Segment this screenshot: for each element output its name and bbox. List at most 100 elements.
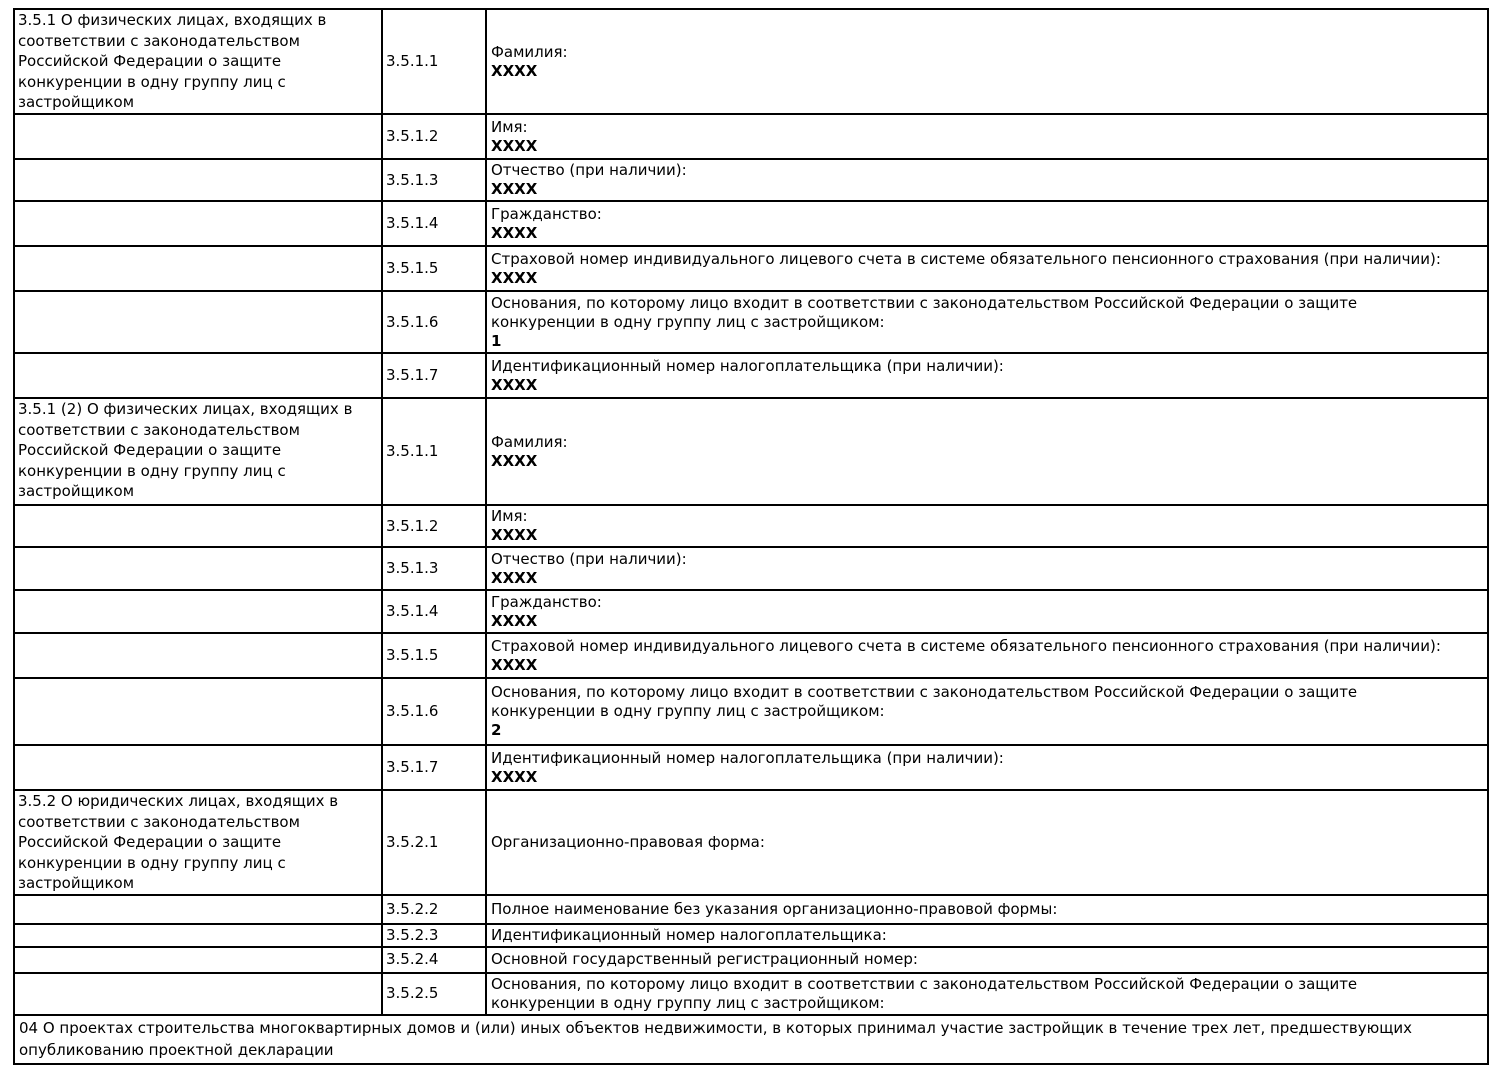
left-empty-cell <box>13 504 383 548</box>
field-value: XXXX <box>491 180 538 198</box>
field-value: XXXX <box>491 61 538 80</box>
field-cell: Страховой номер индивидуального лицевого… <box>485 632 1489 679</box>
field-cell: Основания, по которому лицо входит в соо… <box>485 677 1489 746</box>
row-number-cell: 3.5.1.4 <box>381 200 487 247</box>
row-number-cell: 3.5.1.3 <box>381 546 487 591</box>
field-label: Страховой номер индивидуального лицевого… <box>491 636 1441 655</box>
left-empty-cell <box>13 113 383 160</box>
field-label: Фамилия: <box>491 42 568 61</box>
section-header-cell: 3.5.2 О юридических лицах, входящих в со… <box>13 789 383 896</box>
field-cell: Имя: XXXX <box>485 113 1489 160</box>
field-cell: Имя: XXXX <box>485 504 1489 548</box>
field-label: Организационно-правовая форма: <box>491 832 765 851</box>
table-row: 3.5.2.4 Основной государственный регистр… <box>13 945 1489 974</box>
field-cell: Страховой номер индивидуального лицевого… <box>485 245 1489 292</box>
field-value: XXXX <box>491 568 538 587</box>
field-value: XXXX <box>491 611 538 630</box>
field-value: XXXX <box>491 451 538 470</box>
left-empty-cell <box>13 589 383 634</box>
field-value: XXXX <box>491 136 538 155</box>
row-number-cell: 3.5.2.1 <box>381 789 487 896</box>
row-number-cell: 3.5.1.4 <box>381 589 487 634</box>
table-row: 3.5.1 (2) О физических лицах, входящих в… <box>13 397 1489 506</box>
field-cell: Идентификационный номер налогоплательщик… <box>485 744 1489 791</box>
field-label: Фамилия: <box>491 432 568 451</box>
field-label: Имя: <box>491 117 528 136</box>
field-value: XXXX <box>491 526 538 544</box>
row-number-cell: 3.5.1.7 <box>381 352 487 399</box>
left-empty-cell <box>13 158 383 202</box>
field-label: Основания, по которому лицо входит в соо… <box>491 974 1358 1012</box>
table-row: 3.5.1.4 Гражданство: XXXX <box>13 589 1489 634</box>
field-cell: Организационно-правовая форма: <box>485 789 1489 896</box>
left-empty-cell <box>13 971 383 1016</box>
table-row: 3.5.2.3 Идентификационный номер налогопл… <box>13 922 1489 948</box>
table-row: 3.5.2.5 Основания, по которому лицо вход… <box>13 971 1489 1016</box>
left-empty-cell <box>13 352 383 399</box>
table-row: 3.5.2.2 Полное наименование без указания… <box>13 893 1489 925</box>
field-label: Отчество (при наличии): <box>491 161 687 179</box>
section-header-cell: 3.5.1 (2) О физических лицах, входящих в… <box>13 397 383 506</box>
field-cell: Фамилия: XXXX <box>485 8 1489 115</box>
field-label: Полное наименование без указания организ… <box>491 899 1058 918</box>
field-value: 2 <box>491 721 502 739</box>
left-empty-cell <box>13 744 383 791</box>
table-row: 3.5.1.5 Страховой номер индивидуального … <box>13 245 1489 292</box>
left-empty-cell <box>13 200 383 247</box>
table-row: 3.5.1.3 Отчество (при наличии): XXXX <box>13 158 1489 202</box>
field-cell: Отчество (при наличии): XXXX <box>485 546 1489 591</box>
field-label: Страховой номер индивидуального лицевого… <box>491 249 1441 268</box>
field-cell: Идентификационный номер налогоплательщик… <box>485 922 1489 948</box>
row-number-cell: 3.5.1.1 <box>381 397 487 506</box>
left-empty-cell <box>13 290 383 354</box>
field-value: XXXX <box>491 375 538 394</box>
field-label: Гражданство: <box>491 592 602 611</box>
field-label: Идентификационный номер налогоплательщик… <box>491 748 1004 767</box>
table-row: 3.5.1.5 Страховой номер индивидуального … <box>13 632 1489 679</box>
row-number-cell: 3.5.1.7 <box>381 744 487 791</box>
section-04-title: 04 О проектах строительства многоквартир… <box>13 1013 1489 1065</box>
field-value: XXXX <box>491 223 538 242</box>
field-cell: Основания, по которому лицо входит в соо… <box>485 290 1489 354</box>
field-label: Гражданство: <box>491 204 602 223</box>
field-value: XXXX <box>491 767 538 786</box>
field-cell: Основной государственный регистрационный… <box>485 945 1489 974</box>
field-cell: Основания, по которому лицо входит в соо… <box>485 971 1489 1016</box>
table-row: 3.5.1 О физических лицах, входящих в соо… <box>13 8 1489 115</box>
row-number-cell: 3.5.1.3 <box>381 158 487 202</box>
table-row: 3.5.1.2 Имя: XXXX <box>13 504 1489 548</box>
left-empty-cell <box>13 893 383 925</box>
left-empty-cell <box>13 632 383 679</box>
field-value: 1 <box>491 331 502 350</box>
left-empty-cell <box>13 945 383 974</box>
table-row: 3.5.1.6 Основания, по которому лицо вход… <box>13 290 1489 354</box>
field-cell: Гражданство: XXXX <box>485 200 1489 247</box>
left-empty-cell <box>13 245 383 292</box>
row-number-cell: 3.5.2.2 <box>381 893 487 925</box>
field-label: Идентификационный номер налогоплательщик… <box>491 356 1004 375</box>
row-number-cell: 3.5.2.5 <box>381 971 487 1016</box>
left-empty-cell <box>13 677 383 746</box>
declaration-table: 3.5.1 О физических лицах, входящих в соо… <box>13 8 1489 1065</box>
table-row: 04 О проектах строительства многоквартир… <box>13 1013 1489 1065</box>
left-empty-cell <box>13 546 383 591</box>
field-label: Основания, по которому лицо входит в соо… <box>491 293 1358 331</box>
table-row: 3.5.1.7 Идентификационный номер налогопл… <box>13 744 1489 791</box>
field-value: XXXX <box>491 268 538 287</box>
field-label: Идентификационный номер налогоплательщик… <box>491 925 887 944</box>
row-number-cell: 3.5.1.5 <box>381 245 487 292</box>
row-number-cell: 3.5.1.2 <box>381 504 487 548</box>
field-cell: Идентификационный номер налогоплательщик… <box>485 352 1489 399</box>
field-label: Отчество (при наличии): <box>491 549 687 568</box>
field-cell: Гражданство: XXXX <box>485 589 1489 634</box>
table-row: 3.5.1.4 Гражданство: XXXX <box>13 200 1489 247</box>
row-number-cell: 3.5.1.5 <box>381 632 487 679</box>
field-label: Основания, по которому лицо входит в соо… <box>491 683 1358 720</box>
row-number-cell: 3.5.1.6 <box>381 677 487 746</box>
field-label: Имя: <box>491 507 528 525</box>
row-number-cell: 3.5.2.4 <box>381 945 487 974</box>
table-row: 3.5.1.3 Отчество (при наличии): XXXX <box>13 546 1489 591</box>
table-row: 3.5.1.7 Идентификационный номер налогопл… <box>13 352 1489 399</box>
field-cell: Фамилия: XXXX <box>485 397 1489 506</box>
